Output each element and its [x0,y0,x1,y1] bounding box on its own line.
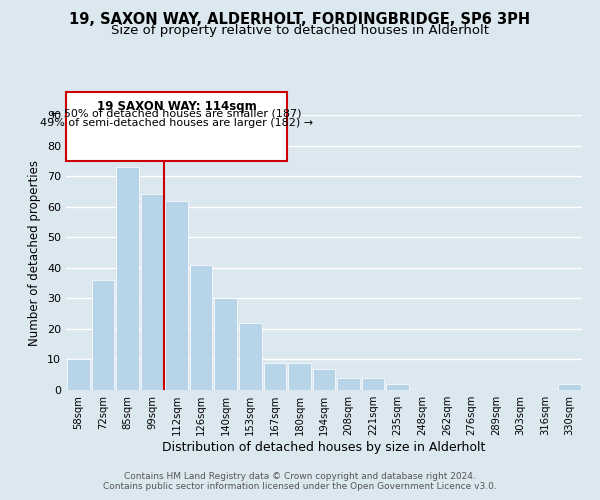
Bar [165,200,188,390]
Text: ← 50% of detached houses are smaller (187): ← 50% of detached houses are smaller (18… [52,109,302,119]
Bar [263,362,286,390]
Bar [239,323,262,390]
Text: Size of property relative to detached houses in Alderholt: Size of property relative to detached ho… [111,24,489,37]
Bar [288,362,311,390]
Bar [116,167,139,390]
Bar [190,264,212,390]
Bar [313,368,335,390]
Bar [67,360,89,390]
Bar [559,384,581,390]
Bar [386,384,409,390]
Y-axis label: Number of detached properties: Number of detached properties [28,160,41,346]
Text: 19, SAXON WAY, ALDERHOLT, FORDINGBRIDGE, SP6 3PH: 19, SAXON WAY, ALDERHOLT, FORDINGBRIDGE,… [70,12,530,28]
Text: 19 SAXON WAY: 114sqm: 19 SAXON WAY: 114sqm [97,100,256,113]
Bar [92,280,114,390]
X-axis label: Distribution of detached houses by size in Alderholt: Distribution of detached houses by size … [163,441,485,454]
Text: Contains public sector information licensed under the Open Government Licence v3: Contains public sector information licen… [103,482,497,491]
Bar [362,378,385,390]
Bar [214,298,237,390]
Bar [337,378,360,390]
Text: 49% of semi-detached houses are larger (182) →: 49% of semi-detached houses are larger (… [40,118,313,128]
Text: Contains HM Land Registry data © Crown copyright and database right 2024.: Contains HM Land Registry data © Crown c… [124,472,476,481]
Bar [140,194,163,390]
